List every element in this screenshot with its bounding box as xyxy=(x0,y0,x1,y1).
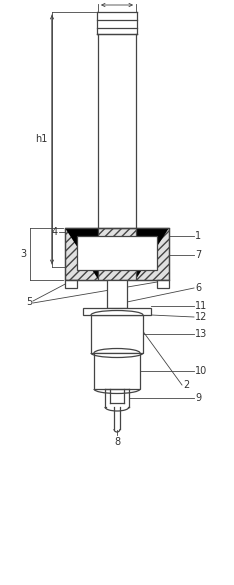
Polygon shape xyxy=(65,228,98,279)
Polygon shape xyxy=(136,228,169,279)
Bar xyxy=(83,308,151,315)
Bar xyxy=(107,280,127,308)
Bar xyxy=(65,228,169,280)
Text: 7: 7 xyxy=(195,250,201,260)
Bar xyxy=(94,353,140,389)
Bar xyxy=(65,228,169,280)
Bar xyxy=(157,280,169,288)
Text: 1: 1 xyxy=(195,231,201,241)
Text: 6: 6 xyxy=(195,283,201,293)
Bar xyxy=(77,236,157,270)
Text: 13: 13 xyxy=(195,329,207,339)
Text: 8: 8 xyxy=(114,437,120,447)
Text: h1: h1 xyxy=(36,135,48,144)
Text: 4: 4 xyxy=(52,227,58,237)
Text: r1: r1 xyxy=(112,0,122,1)
Text: 5: 5 xyxy=(26,297,32,307)
Bar xyxy=(65,280,77,288)
Text: 9: 9 xyxy=(195,393,201,403)
Text: 10: 10 xyxy=(195,366,207,376)
Text: 12: 12 xyxy=(195,312,207,322)
Text: 3: 3 xyxy=(20,249,26,259)
Text: 11: 11 xyxy=(195,301,207,311)
Bar xyxy=(91,315,143,353)
Text: 2: 2 xyxy=(183,380,189,390)
